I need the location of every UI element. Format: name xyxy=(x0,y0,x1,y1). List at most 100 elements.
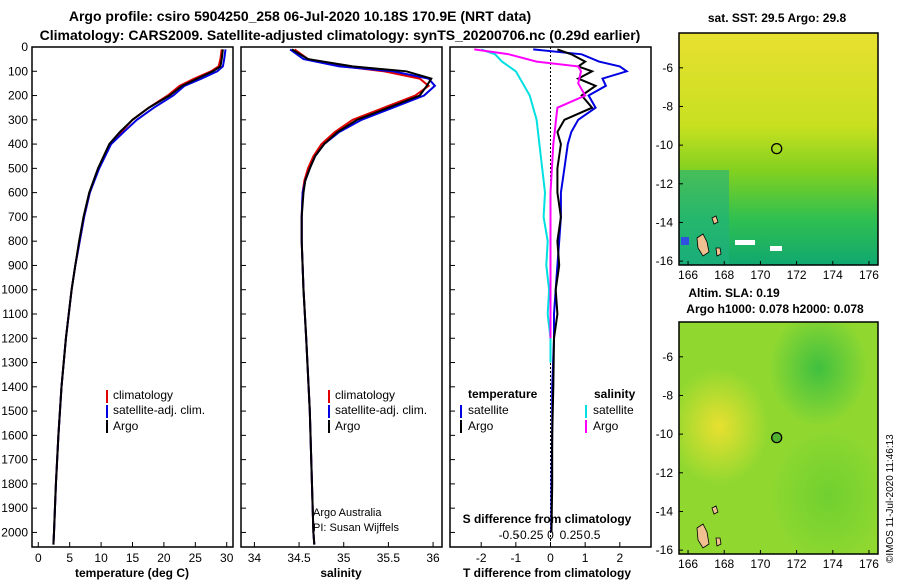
temperature-axis-label: temperature (deg C) xyxy=(75,566,189,580)
island-shape xyxy=(711,505,719,515)
map-x-tick-label: 168 xyxy=(714,557,734,571)
legend-title-temperature: temperature xyxy=(468,387,538,401)
temperature-plot: 0 5 10 15 20 25 30 xyxy=(35,49,234,565)
sst-missing-data xyxy=(735,240,755,245)
salinity-panel-frame xyxy=(240,46,443,548)
series-line-t-satellite xyxy=(533,48,629,533)
map-y-tick-label: -14 xyxy=(656,215,674,229)
depth-tick-label: 700 xyxy=(8,210,28,224)
depth-tick-label: 1600 xyxy=(1,428,28,442)
x-tick-label: 0 xyxy=(35,551,42,565)
map-y-tick-label: -10 xyxy=(656,427,674,441)
salinity-plot: 34 34.5 35 35.5 36 xyxy=(248,48,440,565)
t-difference-axis-label: T difference from climatology xyxy=(463,566,631,580)
depth-tick-label: 1200 xyxy=(1,331,28,345)
legend-label-t-satellite: satellite xyxy=(468,403,509,417)
sla-map-frame xyxy=(678,321,879,555)
depth-tick-label: 1900 xyxy=(1,501,28,515)
x-tick2-label: -0.5 xyxy=(499,528,520,542)
x-tick-label: -1 xyxy=(511,551,522,565)
series-line-satellite-adj-clim- xyxy=(52,49,227,545)
legend-title-salinity: salinity xyxy=(594,387,636,401)
x-tick-label: 30 xyxy=(220,551,234,565)
sst-missing-data xyxy=(681,237,689,245)
sst-map: 166 168 170 172 174 176 -6 -8 -10 -12 -14 -16 xyxy=(656,32,880,282)
sst-map-axes: 166 168 170 172 174 176 -6 -8 -10 -12 -14 -16 xyxy=(656,61,880,282)
map-x-tick-label: 170 xyxy=(750,268,770,282)
header-line1: Argo profile: csiro 5904250_258 06-Jul-2… xyxy=(69,8,531,24)
depth-tick-label: 1000 xyxy=(1,283,28,297)
depth-tick-label: 600 xyxy=(8,186,28,200)
x-tick-label: 0 xyxy=(547,551,554,565)
series-line-s-argo xyxy=(474,48,587,339)
island-shape xyxy=(715,247,722,257)
map-x-tick-label: 166 xyxy=(678,557,698,571)
legend-label-satellite: satellite-adj. clim. xyxy=(335,403,427,417)
map-y-tick-label: -10 xyxy=(656,138,674,152)
x-tick-label: 2 xyxy=(616,551,623,565)
series-line-s-satellite xyxy=(480,48,552,363)
x-tick2-label: 0.25 xyxy=(560,528,584,542)
legend-label-t-argo: Argo xyxy=(468,419,494,433)
series-line-climatology xyxy=(294,48,431,545)
depth-tick-label: 2000 xyxy=(1,525,28,539)
map-y-tick-label: -12 xyxy=(656,466,674,480)
legend-label-climatology: climatology xyxy=(335,388,395,402)
depth-tick-label: 800 xyxy=(8,234,28,248)
x-tick2-label: -0.25 xyxy=(516,528,544,542)
map-y-tick-label: -12 xyxy=(656,177,674,191)
map-y-tick-label: -16 xyxy=(656,543,674,557)
map-x-tick-label: 176 xyxy=(859,557,879,571)
map-y-tick-label: -6 xyxy=(662,61,673,75)
series-line-t-argo xyxy=(550,48,598,533)
sla-map: 166 168 170 172 174 176 -6 -8 -10 -12 -14 -16 xyxy=(656,321,880,571)
sla-map-axes: 166 168 170 172 174 176 -6 -8 -10 -12 -14 -16 xyxy=(656,350,880,571)
island-shape xyxy=(696,523,710,549)
depth-tick-label: 500 xyxy=(8,161,28,175)
depth-tick-label: 200 xyxy=(8,89,28,103)
x-tick2-label: 0 xyxy=(547,528,554,542)
x-tick-label: -2 xyxy=(476,551,487,565)
island-shape xyxy=(715,537,722,547)
legend-label-satellite: satellite-adj. clim. xyxy=(113,403,205,417)
depth-tick-label: 1700 xyxy=(1,453,28,467)
x-tick-label: 35.5 xyxy=(377,551,401,565)
island-shape xyxy=(696,233,710,257)
x-tick-label: 15 xyxy=(126,551,140,565)
depth-tick-label: 1400 xyxy=(1,380,28,394)
salinity-axis-label: salinity xyxy=(320,566,362,580)
depth-tick-label: 900 xyxy=(8,258,28,272)
x-tick-label: 36 xyxy=(426,551,440,565)
map-y-tick-label: -6 xyxy=(662,350,673,364)
map-y-tick-label: -14 xyxy=(656,504,674,518)
island-shape xyxy=(711,215,719,225)
annotation-argo-australia: Argo Australia xyxy=(313,507,382,519)
series-line-climatology xyxy=(52,49,223,545)
sst-map-frame xyxy=(678,32,879,266)
map-x-tick-label: 170 xyxy=(750,557,770,571)
argo-float-marker xyxy=(771,142,783,155)
depth-tick-label: 1300 xyxy=(1,356,28,370)
depth-tick-label: 0 xyxy=(21,40,28,54)
map-x-tick-label: 168 xyxy=(714,268,734,282)
map-x-tick-label: 174 xyxy=(823,557,843,571)
sla-map-subtitle: Argo h1000: 0.078 h2000: 0.078 xyxy=(686,302,864,316)
depth-tick-label: 100 xyxy=(8,64,28,78)
depth-tick-label: 300 xyxy=(8,113,28,127)
map-x-tick-label: 172 xyxy=(787,557,807,571)
s-difference-label: S difference from climatology xyxy=(463,512,632,526)
series-line-argo xyxy=(52,49,224,545)
depth-tick-label: 1100 xyxy=(2,307,28,321)
depth-tick-label: 400 xyxy=(8,137,28,151)
series-line-argo xyxy=(291,48,433,545)
map-x-tick-label: 174 xyxy=(823,268,843,282)
x-tick-label: 5 xyxy=(66,551,73,565)
legend-label-argo: Argo xyxy=(113,419,139,433)
x-tick-label: 25 xyxy=(189,551,203,565)
credit-label: ©IMOS 11-Jul-2020 11:46:13 xyxy=(885,434,896,563)
argo-float-marker xyxy=(771,431,783,444)
header-line2: Climatology: CARS2009. Satellite-adjuste… xyxy=(40,27,641,43)
difference-plot: -2 -1 0 1 2 -0.5-0.25 0 0.25 0.5 xyxy=(474,47,629,565)
